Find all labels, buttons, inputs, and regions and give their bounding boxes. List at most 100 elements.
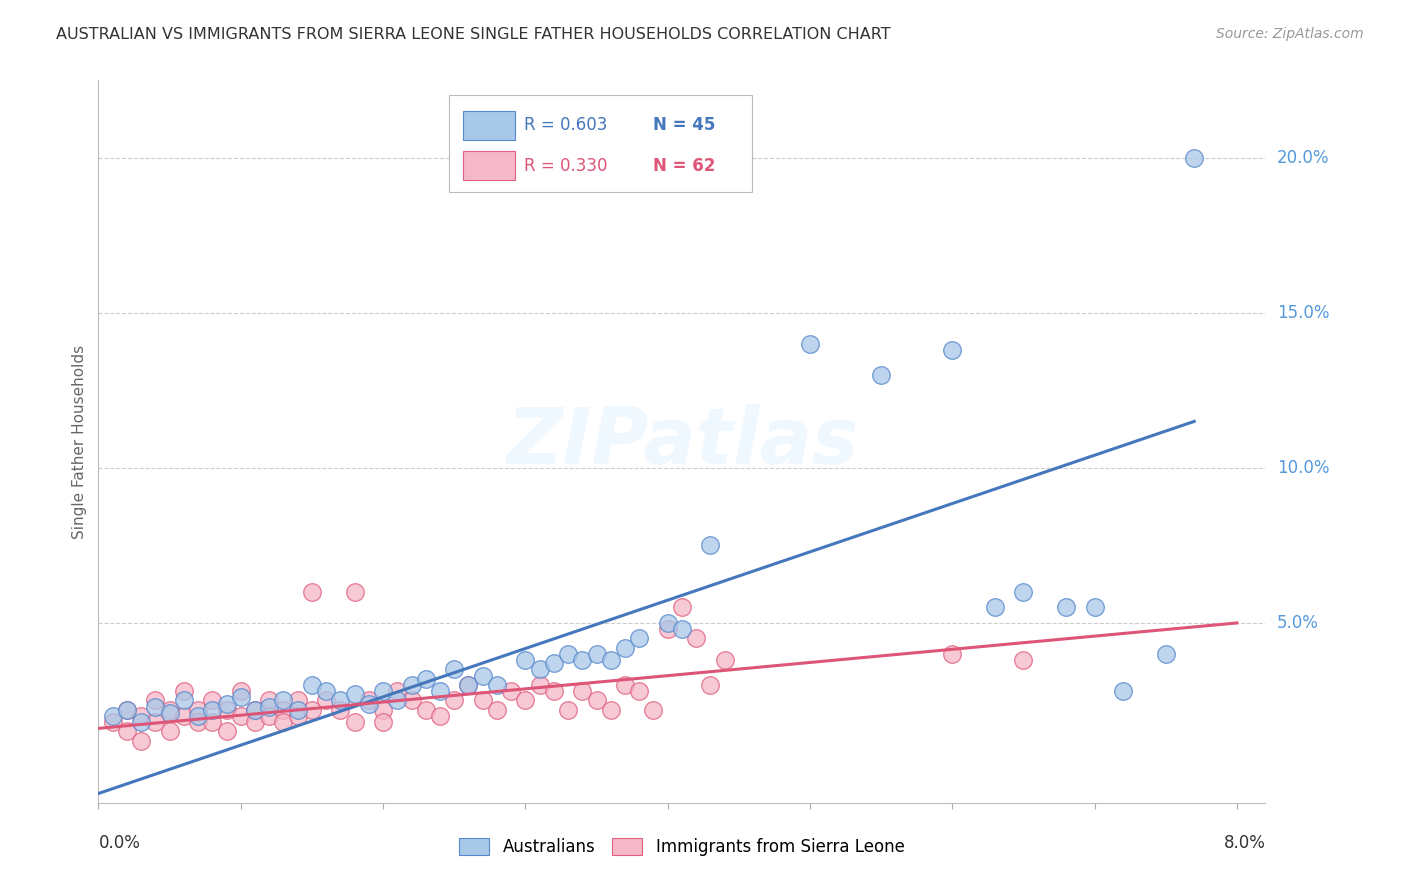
Point xyxy=(657,615,679,630)
Point xyxy=(941,647,963,661)
Point xyxy=(201,703,224,717)
Point xyxy=(585,647,607,661)
Point xyxy=(671,622,693,636)
Point xyxy=(301,678,323,692)
Point xyxy=(329,693,352,707)
Point xyxy=(387,693,409,707)
Point xyxy=(799,336,821,351)
Point xyxy=(229,684,252,698)
Point xyxy=(301,585,323,599)
Point xyxy=(115,703,138,717)
Point xyxy=(485,703,508,717)
Point xyxy=(329,703,352,717)
Point xyxy=(1054,600,1077,615)
Point xyxy=(371,715,394,730)
Point xyxy=(543,684,565,698)
Point xyxy=(1154,647,1177,661)
Point xyxy=(529,663,551,677)
Point xyxy=(429,684,451,698)
Point xyxy=(557,703,579,717)
Point xyxy=(443,693,465,707)
Point xyxy=(685,632,707,646)
Point xyxy=(243,703,266,717)
Point xyxy=(713,653,735,667)
Point xyxy=(301,703,323,717)
Point xyxy=(229,709,252,723)
Point xyxy=(101,715,124,730)
Point xyxy=(485,678,508,692)
Y-axis label: Single Father Households: Single Father Households xyxy=(72,344,87,539)
Text: R = 0.330: R = 0.330 xyxy=(524,156,607,175)
Point xyxy=(243,703,266,717)
Point xyxy=(143,699,166,714)
Point xyxy=(257,709,280,723)
Point xyxy=(557,647,579,661)
Text: 10.0%: 10.0% xyxy=(1277,458,1330,477)
Point xyxy=(187,715,209,730)
Point xyxy=(371,684,394,698)
Text: 15.0%: 15.0% xyxy=(1277,304,1330,322)
Point xyxy=(415,703,437,717)
Point xyxy=(273,703,295,717)
Point xyxy=(343,585,366,599)
Point xyxy=(215,703,238,717)
Point xyxy=(515,653,537,667)
Point xyxy=(187,703,209,717)
Point xyxy=(357,697,380,711)
Point xyxy=(343,687,366,701)
Point xyxy=(129,709,152,723)
Point xyxy=(1182,151,1205,165)
Point xyxy=(143,715,166,730)
Point xyxy=(159,706,181,720)
Point xyxy=(699,678,721,692)
Legend: Australians, Immigrants from Sierra Leone: Australians, Immigrants from Sierra Leon… xyxy=(453,831,911,863)
Point xyxy=(287,693,309,707)
Text: 5.0%: 5.0% xyxy=(1277,614,1319,632)
Point xyxy=(657,622,679,636)
FancyBboxPatch shape xyxy=(449,95,752,193)
Text: N = 45: N = 45 xyxy=(652,116,716,134)
Text: N = 62: N = 62 xyxy=(652,156,716,175)
Point xyxy=(215,697,238,711)
Point xyxy=(257,699,280,714)
Point xyxy=(599,653,621,667)
Point xyxy=(515,693,537,707)
Point xyxy=(201,715,224,730)
Point xyxy=(628,632,651,646)
Point xyxy=(273,715,295,730)
Point xyxy=(501,684,523,698)
Point xyxy=(599,703,621,717)
Text: 20.0%: 20.0% xyxy=(1277,149,1330,167)
Point xyxy=(273,693,295,707)
Point xyxy=(457,678,479,692)
Point xyxy=(315,684,337,698)
Text: AUSTRALIAN VS IMMIGRANTS FROM SIERRA LEONE SINGLE FATHER HOUSEHOLDS CORRELATION : AUSTRALIAN VS IMMIGRANTS FROM SIERRA LEO… xyxy=(56,27,891,42)
Text: 8.0%: 8.0% xyxy=(1223,834,1265,852)
Point xyxy=(173,684,195,698)
Point xyxy=(201,693,224,707)
Point xyxy=(429,709,451,723)
Point xyxy=(129,733,152,747)
Point xyxy=(101,709,124,723)
Text: ZIPatlas: ZIPatlas xyxy=(506,403,858,480)
Point xyxy=(984,600,1007,615)
Point xyxy=(471,693,494,707)
Point xyxy=(1012,585,1035,599)
Point xyxy=(343,715,366,730)
Text: R = 0.603: R = 0.603 xyxy=(524,116,607,134)
Point xyxy=(671,600,693,615)
Point xyxy=(371,703,394,717)
Point xyxy=(315,693,337,707)
Point xyxy=(1012,653,1035,667)
Point xyxy=(628,684,651,698)
Point xyxy=(387,684,409,698)
Point xyxy=(415,672,437,686)
Point xyxy=(143,693,166,707)
Point xyxy=(357,693,380,707)
Point xyxy=(115,703,138,717)
Point xyxy=(643,703,665,717)
Point xyxy=(159,724,181,739)
Point xyxy=(287,703,309,717)
Point xyxy=(614,678,637,692)
Point xyxy=(287,709,309,723)
